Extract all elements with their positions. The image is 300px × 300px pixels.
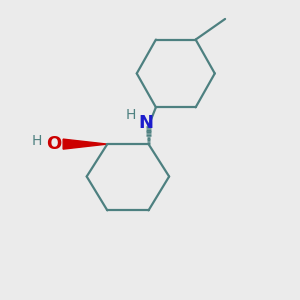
- Text: N: N: [138, 115, 153, 133]
- Text: H: H: [32, 134, 42, 148]
- Text: H: H: [126, 108, 136, 122]
- Text: O: O: [46, 135, 61, 153]
- Polygon shape: [63, 139, 107, 149]
